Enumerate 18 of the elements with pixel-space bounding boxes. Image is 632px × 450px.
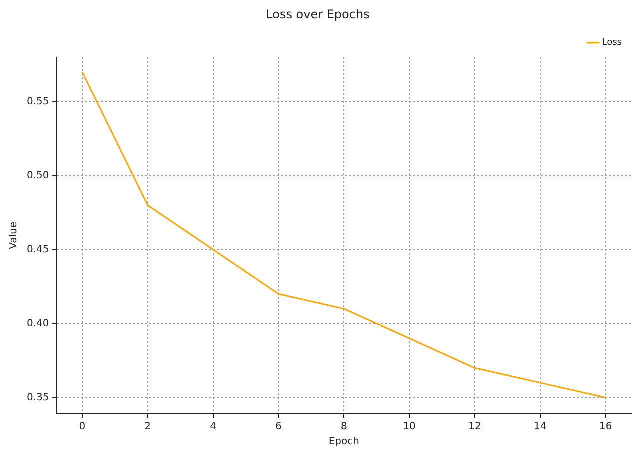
y-tick-label: 0.50: [27, 170, 50, 182]
y-axis-title: Value: [8, 222, 20, 250]
x-tick-label: 2: [144, 422, 152, 433]
x-tick-label: 4: [210, 422, 216, 433]
legend-label: Loss: [602, 38, 622, 48]
x-tick-label: 0: [79, 422, 86, 433]
x-tick-label: 14: [534, 422, 547, 433]
x-tick-label: 12: [468, 422, 482, 433]
x-tick-label: 16: [599, 422, 612, 433]
x-axis-title: Epoch: [328, 436, 360, 448]
y-tick-label: 0.55: [27, 96, 50, 108]
x-tick-label: 10: [403, 422, 416, 433]
x-tick-label: 6: [276, 422, 282, 433]
y-tick-label: 0.40: [27, 318, 50, 330]
x-tick-label: 8: [340, 422, 348, 433]
y-tick-label: 0.45: [27, 244, 50, 256]
chart-title: Loss over Epochs: [266, 7, 370, 22]
y-tick-label: 0.35: [27, 392, 50, 404]
